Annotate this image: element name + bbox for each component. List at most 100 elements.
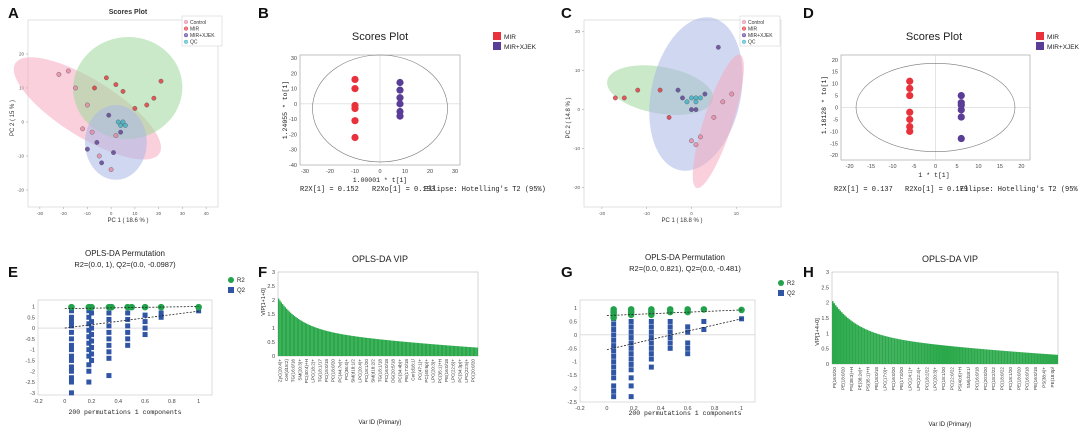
panel-f-x-tick-label: 10 (975, 164, 981, 170)
panel-c-legend-q2-marker (228, 287, 234, 293)
panel-e-legend-label: QC (748, 40, 756, 46)
panel-d-vip-bar (358, 336, 360, 356)
panel-e-legend-label: MIR (748, 26, 758, 32)
panel-d-vip-bar (470, 347, 472, 356)
panel-h-vip-bar (859, 326, 861, 364)
panel-h-category-label: LPC(22:4)+ (916, 367, 921, 391)
panel-f-point-mir-xjek (957, 106, 965, 114)
panel-d-vip-bar (364, 337, 367, 356)
panel-g-q2-point (648, 351, 654, 357)
panel-c-permutation: OPLS-DA Permutation R2=(0.0, 1), Q2=(0.0… (26, 249, 246, 416)
panel-b-opls-scores: Scores Plot 1.00001 * t[1] 1.24055 * to[… (282, 31, 546, 194)
panel-h-vip-bar (896, 338, 899, 364)
panel-a-point-mir (151, 95, 157, 101)
panel-b-legend-marker (493, 32, 501, 40)
panel-g-title: OPLS-DA Permutation (645, 253, 725, 262)
panel-g-q2-point (648, 318, 654, 324)
panel-h-vip-bar (945, 345, 947, 364)
panel-g-subtitle: R2=(0.0, 0.821), Q2=(0.0, -0.481) (629, 264, 741, 273)
panel-h-vip: OPLS-DA VIP Var ID (Primary) VIP[1+4+0] … (815, 254, 1059, 428)
panel-f-x-tick-label: -15 (867, 164, 875, 170)
panel-d-vip-bar (438, 344, 440, 356)
panel-e-ellipse-control (692, 54, 744, 189)
panel-a-point-mir (158, 78, 164, 84)
panel-e-legend-marker (741, 33, 747, 38)
panel-d-vip-bar (458, 346, 460, 356)
panel-e-point-mir-xjek (702, 91, 708, 97)
panel-h-vip-bar (904, 340, 906, 364)
panel-d-vip-bar (386, 340, 388, 356)
panel-h-vip-bar (883, 335, 885, 364)
panel-d-vip-bar (306, 323, 308, 356)
panel-d-vip-bar (294, 316, 296, 356)
panel-e-point-control (698, 134, 703, 140)
panel-h-y-tick-label: 2 (826, 301, 829, 307)
panel-h-category-label: PE(38:2e)+ (857, 367, 862, 391)
panel-f-y-tick-label: 0 (835, 106, 838, 112)
panel-a-legend-label: MIR (190, 26, 200, 32)
panel-g-q2-point (667, 329, 673, 335)
panel-h-category-label: PC(18:1/20 (941, 367, 946, 391)
panel-h-vip-bar (966, 347, 968, 364)
panel-c-q2-point (125, 342, 131, 348)
panel-d-vip-bar (314, 327, 316, 356)
panel-d-category-label: LPC(20:4)+ (357, 359, 362, 383)
panel-g-x-tick-label: 0.4 (657, 406, 665, 412)
panel-d-vip-bar (355, 336, 357, 356)
panel-a-point-qc (122, 123, 128, 128)
panel-f-x-tick-label: -5 (912, 164, 917, 170)
panel-g-q2-point (648, 340, 654, 346)
panel-h-category-label: PS(40:6)+H (958, 367, 963, 391)
panel-h-vip-bar (833, 303, 836, 364)
panel-d-title: OPLS-DA VIP (352, 254, 408, 264)
panel-h-category-label: PC(16:0/20 (891, 367, 896, 391)
panel-a-legend-label: Control (190, 20, 206, 26)
panel-a-point-mir (132, 106, 138, 111)
panel-g-q2-point (685, 324, 691, 330)
panel-d-vip-bar (402, 341, 404, 356)
panel-e-point-mir-xjek (693, 107, 699, 113)
panel-b-point-mir (351, 104, 359, 113)
panel-b-x-tick-label: -30 (301, 169, 309, 175)
panel-f-ellipse-note: Ellipse: Hotelling's T2 (95%) (960, 186, 1079, 194)
panel-d-category-label: TG(16:0/16 (291, 359, 296, 383)
panel-h-vip-bar (862, 327, 864, 364)
panel-d-vip-bar (370, 338, 372, 356)
panel-h-vip-bar (996, 350, 998, 364)
panel-a-point-mir (120, 89, 126, 94)
panel-g-permutation: OPLS-DA Permutation R2=(0.0, 0.821), Q2=… (568, 253, 796, 417)
panel-d-category-label: PE(17:0/18 (404, 359, 409, 382)
panel-h-vip-bar (1024, 352, 1027, 364)
panel-d-vip-bar (446, 345, 448, 356)
panel-d-vip-bar (374, 338, 376, 356)
panel-h-vip-bar (943, 345, 945, 364)
panel-c-q2-point (142, 332, 148, 338)
panel-d-vip-bar (434, 344, 436, 356)
panel-d-vip-bar (451, 345, 453, 356)
panel-c-q2-point (86, 379, 92, 385)
panel-a-point-qc (118, 123, 124, 128)
panel-f-y-tick-label: 10 (832, 82, 838, 88)
panel-h-vip-bar (967, 347, 970, 364)
panel-d-vip-bar (343, 334, 345, 356)
panel-c-q2-point (125, 316, 131, 322)
panel-g-q2-point (685, 345, 691, 351)
panel-c-q2-point (86, 308, 92, 314)
panel-h-vip-bar (1017, 351, 1019, 364)
panel-h-vip-bar (1045, 354, 1048, 364)
panel-d-vip-bar (412, 342, 415, 356)
panel-g-q2-point (628, 361, 634, 367)
panel-f-point-mir (906, 91, 914, 100)
panel-h-category-label: PE(18:0p/ (1050, 366, 1055, 387)
panel-h-vip-bar (961, 347, 964, 364)
panel-letter-g: G (561, 264, 573, 281)
panel-c-q2-point (89, 351, 95, 357)
panel-b-hotelling-ellipse (312, 54, 448, 163)
panel-g-y-tick-label: -1.5 (568, 373, 577, 379)
panel-h-vip-bar (902, 339, 905, 364)
panel-f-point-mir-xjek (957, 113, 965, 121)
panel-g-x-tick-label: -0.2 (575, 406, 584, 412)
panel-h-vip-bar (1029, 352, 1031, 364)
panel-h-vip-bar (1005, 351, 1007, 364)
panel-f-y-tick-label: -5 (833, 117, 838, 123)
